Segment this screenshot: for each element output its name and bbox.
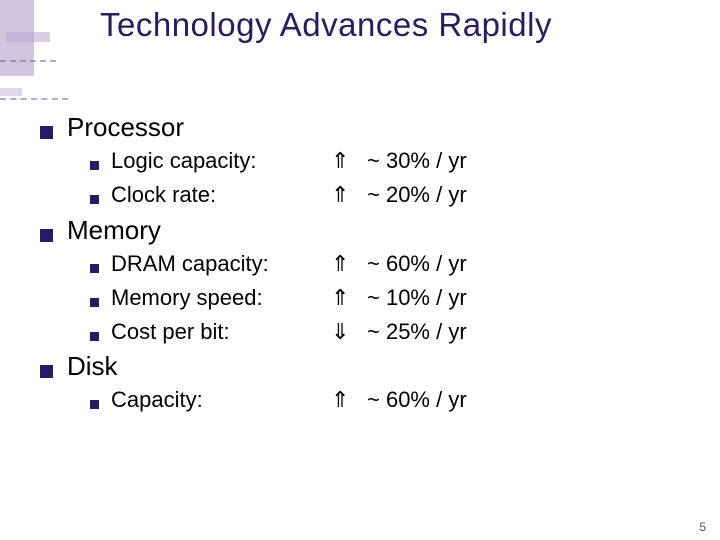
slide-content: Processor Logic capacity: ⇑ ~ 30% / yr C… bbox=[40, 108, 680, 418]
section-heading-text: Processor bbox=[67, 112, 184, 143]
item-label: Cost per bit: bbox=[111, 316, 331, 348]
deco-rect bbox=[0, 88, 22, 96]
bullet-icon bbox=[40, 126, 53, 139]
bullet-icon bbox=[40, 229, 53, 242]
section-heading: Memory bbox=[40, 215, 680, 246]
list-item: Capacity: ⇑ ~ 60% / yr bbox=[90, 384, 680, 416]
down-arrow-icon: ⇓ bbox=[331, 316, 367, 348]
item-value: ~ 10% / yr bbox=[367, 282, 680, 314]
item-value: ~ 60% / yr bbox=[367, 248, 680, 280]
item-label: Memory speed: bbox=[111, 282, 331, 314]
bullet-icon bbox=[90, 400, 99, 409]
page-number: 5 bbox=[699, 520, 706, 534]
slide-title: Technology Advances Rapidly bbox=[100, 6, 700, 44]
item-label: Logic capacity: bbox=[111, 145, 331, 177]
item-label: DRAM capacity: bbox=[111, 248, 331, 280]
list-item: Logic capacity: ⇑ ~ 30% / yr bbox=[90, 145, 680, 177]
deco-rect bbox=[6, 32, 50, 42]
bullet-icon bbox=[90, 332, 99, 341]
bullet-icon bbox=[90, 161, 99, 170]
up-arrow-icon: ⇑ bbox=[331, 282, 367, 314]
deco-dash bbox=[0, 98, 68, 100]
bullet-icon bbox=[90, 298, 99, 307]
list-item: Memory speed: ⇑ ~ 10% / yr bbox=[90, 282, 680, 314]
list-item: DRAM capacity: ⇑ ~ 60% / yr bbox=[90, 248, 680, 280]
up-arrow-icon: ⇑ bbox=[331, 179, 367, 211]
item-label: Capacity: bbox=[111, 384, 331, 416]
item-label: Clock rate: bbox=[111, 179, 331, 211]
slide: Technology Advances Rapidly Processor Lo… bbox=[0, 0, 720, 540]
item-value: ~ 60% / yr bbox=[367, 384, 680, 416]
bullet-icon bbox=[90, 195, 99, 204]
bullet-icon bbox=[90, 264, 99, 273]
up-arrow-icon: ⇑ bbox=[331, 248, 367, 280]
item-value: ~ 20% / yr bbox=[367, 179, 680, 211]
up-arrow-icon: ⇑ bbox=[331, 145, 367, 177]
list-item: Cost per bit: ⇓ ~ 25% / yr bbox=[90, 316, 680, 348]
section-heading: Processor bbox=[40, 112, 680, 143]
list-item: Clock rate: ⇑ ~ 20% / yr bbox=[90, 179, 680, 211]
item-value: ~ 25% / yr bbox=[367, 316, 680, 348]
item-value: ~ 30% / yr bbox=[367, 145, 680, 177]
deco-dash bbox=[0, 60, 56, 62]
bullet-icon bbox=[40, 365, 53, 378]
section-heading-text: Disk bbox=[67, 351, 118, 382]
section-heading-text: Memory bbox=[67, 215, 161, 246]
section-heading: Disk bbox=[40, 351, 680, 382]
up-arrow-icon: ⇑ bbox=[331, 384, 367, 416]
